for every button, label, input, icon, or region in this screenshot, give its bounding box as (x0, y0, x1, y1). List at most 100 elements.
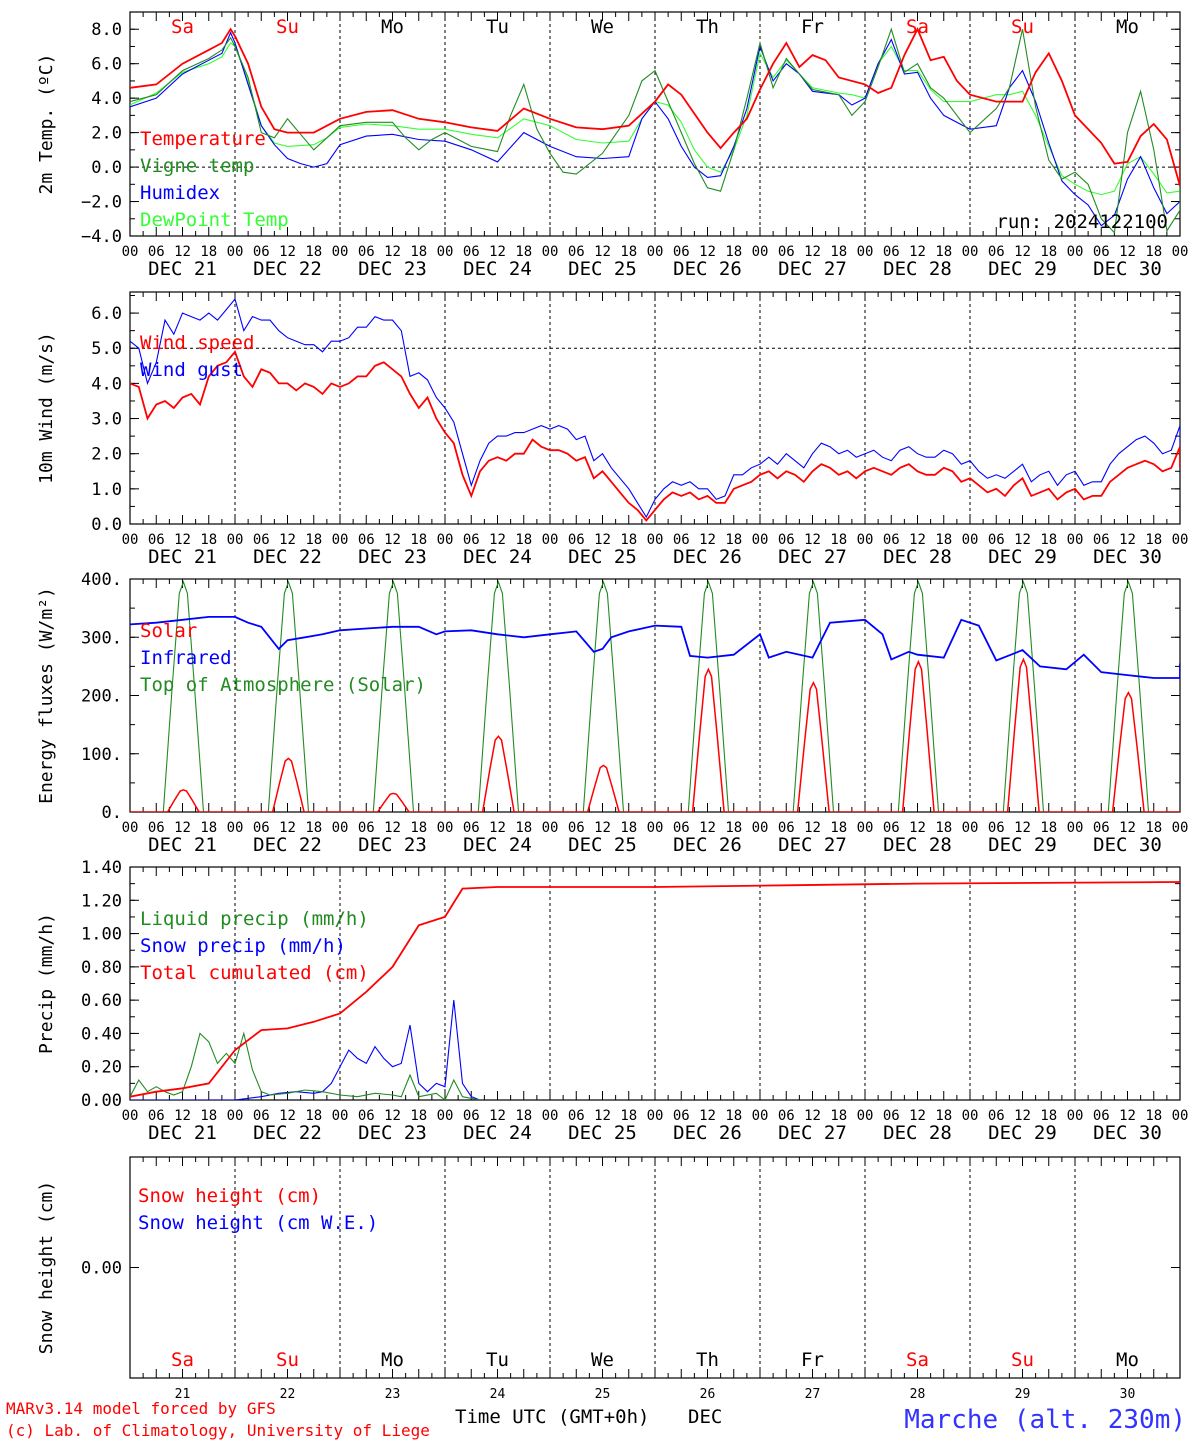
date-tick-label: DEC 25 (568, 546, 637, 568)
date-tick-label: DEC 28 (883, 546, 952, 568)
hour-tick-label: 18 (200, 1108, 217, 1124)
legend-entry: Snow height (cm) (138, 1185, 321, 1207)
weekday-label: Su (276, 1349, 299, 1371)
hour-tick-label: 06 (1093, 820, 1110, 836)
date-tick-label: DEC 27 (778, 1122, 847, 1144)
weekday-label: Th (696, 16, 719, 38)
hour-tick-label: 06 (883, 820, 900, 836)
y-tick-label: 6.0 (91, 55, 122, 75)
date-tick-label: DEC 26 (673, 546, 742, 568)
hour-tick-label: 06 (568, 532, 585, 548)
date-tick-label: DEC 27 (778, 834, 847, 856)
hour-tick-label: 00 (1172, 244, 1189, 260)
hour-tick-label: 18 (305, 1108, 322, 1124)
hour-tick-label: 18 (410, 820, 427, 836)
y-tick-label: 4.0 (91, 374, 122, 394)
hour-tick-label: 00 (1067, 244, 1084, 260)
date-axis-labels: DEC 21 DEC 22 DEC 23 DEC 24 DEC 25 DEC 26 DEC … (148, 834, 1162, 856)
hour-tick-label: 06 (673, 820, 690, 836)
hour-tick-label: 12 (174, 244, 191, 260)
hour-tick-label: 12 (699, 1108, 716, 1124)
series-line (130, 1000, 481, 1100)
hour-tick-label: 00 (227, 532, 244, 548)
y-tick-label: 6.0 (91, 304, 122, 324)
hour-tick-label: 06 (148, 532, 165, 548)
date-tick-label: DEC 21 (148, 258, 217, 280)
hour-tick-label: 06 (988, 820, 1005, 836)
date-tick-label: DEC 25 (568, 258, 637, 280)
hour-tick-label: 00 (1067, 820, 1084, 836)
hour-tick-label: 18 (305, 244, 322, 260)
hour-tick-label: 00 (647, 532, 664, 548)
y-axis-label: 2m Temp. (ºC) (36, 54, 57, 195)
hour-axis-labels: 00 06 12 18 00 06 12 18 00 06 12 18 00 06 12 18 00 06 12 18… (122, 532, 1189, 548)
date-tick-label: DEC 30 (1093, 258, 1162, 280)
hour-tick-label: 00 (542, 1108, 559, 1124)
hour-tick-label: 06 (673, 1108, 690, 1124)
hour-tick-label: 18 (620, 244, 637, 260)
date-tick-label: DEC 28 (883, 1122, 952, 1144)
day-number-label: 25 (595, 1387, 611, 1402)
y-tick-label: 0.0 (91, 515, 122, 535)
hour-tick-label: 12 (279, 244, 296, 260)
y-tick-label: 0. (102, 803, 122, 823)
hour-tick-label: 00 (122, 1108, 139, 1124)
hour-tick-label: 00 (752, 820, 769, 836)
hour-tick-label: 18 (725, 820, 742, 836)
y-tick-label: 1.40 (81, 858, 122, 878)
day-number-label: 29 (1015, 1387, 1031, 1402)
hour-tick-label: 12 (1119, 1108, 1136, 1124)
hour-tick-label: 18 (200, 244, 217, 260)
hour-tick-label: 12 (594, 532, 611, 548)
date-tick-label: DEC 29 (988, 834, 1057, 856)
hour-tick-label: 18 (410, 1108, 427, 1124)
weekday-label: We (591, 16, 614, 38)
hour-tick-label: 12 (489, 244, 506, 260)
hour-tick-label: 18 (935, 532, 952, 548)
date-tick-label: DEC 21 (148, 546, 217, 568)
hour-tick-label: 18 (935, 820, 952, 836)
weekday-label: Sa (906, 1349, 929, 1371)
date-tick-label: DEC 22 (253, 546, 322, 568)
hour-tick-label: 18 (1040, 1108, 1057, 1124)
hour-tick-label: 00 (437, 244, 454, 260)
hour-tick-label: 12 (804, 532, 821, 548)
hour-tick-label: 00 (227, 244, 244, 260)
hour-tick-label: 00 (122, 244, 139, 260)
hour-tick-label: 00 (1067, 1108, 1084, 1124)
date-tick-label: DEC 21 (148, 834, 217, 856)
date-tick-label: DEC 24 (463, 1122, 532, 1144)
hour-tick-label: 00 (122, 820, 139, 836)
hour-tick-label: 06 (568, 1108, 585, 1124)
series-line (130, 31, 1180, 227)
hour-tick-label: 12 (909, 244, 926, 260)
legend-entry: Wind speed (140, 332, 254, 354)
date-tick-label: DEC 22 (253, 834, 322, 856)
weekday-label: Th (696, 1349, 719, 1371)
hour-tick-label: 18 (830, 244, 847, 260)
y-tick-label: 2.0 (91, 445, 122, 465)
hour-tick-label: 06 (463, 244, 480, 260)
date-tick-label: DEC 25 (568, 834, 637, 856)
day-number-label: 26 (700, 1387, 716, 1402)
hour-tick-label: 12 (594, 1108, 611, 1124)
hour-tick-label: 00 (857, 244, 874, 260)
legend-entry: Vigne temp (140, 155, 254, 177)
day-number-label: 30 (1120, 1387, 1136, 1402)
hour-tick-label: 12 (909, 1108, 926, 1124)
y-tick-label: 8.0 (91, 20, 122, 40)
legend-entry: Solar (140, 620, 197, 642)
hour-tick-label: 18 (725, 1108, 742, 1124)
panel-frame (129, 11, 1181, 237)
weekday-label: Su (1011, 1349, 1034, 1371)
y-tick-label: 0.0 (91, 158, 122, 178)
day-number-label: 28 (910, 1387, 926, 1402)
hour-tick-label: 06 (883, 244, 900, 260)
date-tick-label: DEC 30 (1093, 834, 1162, 856)
hour-tick-label: 00 (647, 1108, 664, 1124)
date-axis-labels: DEC 21 DEC 22 DEC 23 DEC 24 DEC 25 DEC 26 DEC … (148, 258, 1162, 280)
weekday-label: Tu (486, 1349, 509, 1371)
date-tick-label: DEC 28 (883, 258, 952, 280)
hour-tick-label: 06 (1093, 244, 1110, 260)
date-tick-label: DEC 30 (1093, 546, 1162, 568)
